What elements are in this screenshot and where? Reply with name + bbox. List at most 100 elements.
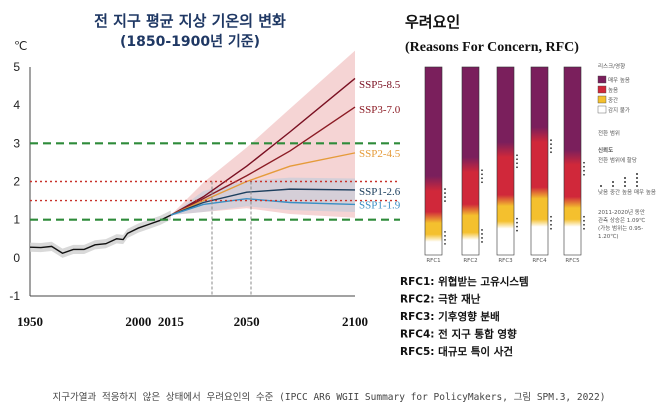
rfc-description: RFC3: 기후영향 분배 <box>400 310 500 323</box>
observation-note: 관측 상승은 1.09℃ <box>598 216 645 224</box>
legend-swatch <box>597 85 607 94</box>
confidence-dot <box>481 229 483 231</box>
reference-lines <box>30 142 400 296</box>
x-tick-label: 1950 <box>17 314 43 329</box>
rfc-bar-label: RFC3 <box>498 258 513 264</box>
confidence-dot <box>583 165 585 168</box>
confidence-level-dot <box>636 185 638 187</box>
confidence-level-dot <box>624 181 626 183</box>
confidence-dot <box>516 154 518 157</box>
confidence-dot <box>583 227 585 230</box>
rfc-description: RFC1: 위협받는 고유시스템 <box>400 275 529 288</box>
legend-title: 리스크/영향 <box>598 62 625 70</box>
historical-line <box>29 214 172 255</box>
low-ssp-uncertainty-band <box>170 177 355 216</box>
confidence-dot <box>444 196 446 198</box>
confidence-subtitle: 전환 범위에 할당 <box>598 156 637 164</box>
rfc-bar-label: RFC2 <box>463 258 477 264</box>
confidence-dot <box>444 188 446 190</box>
confidence-dot <box>550 219 552 222</box>
y-tick-label: 5 <box>13 60 20 74</box>
confidence-dot <box>516 229 518 232</box>
observation-note: (가능 범위는 0.95- <box>598 224 643 232</box>
rfc-description: RFC5: 대규모 특이 사건 <box>400 345 513 358</box>
confidence-dot <box>444 234 446 237</box>
confidence-level-dot <box>624 177 626 179</box>
confidence-level-label: 매우 높음 <box>634 188 656 196</box>
confidence-level-label: 낮음 <box>598 188 608 196</box>
rfc-bar <box>530 66 549 256</box>
confidence-title: 신뢰도 <box>598 146 613 154</box>
series-label: SSP1-1.9 <box>359 199 401 211</box>
y-tick-label: 1 <box>13 213 20 227</box>
confidence-dot <box>481 173 483 176</box>
caption: 지구가열과 적응하지 않은 상태에서 우려요인의 수준 (IPCC AR6 WG… <box>53 391 606 403</box>
confidence-dot <box>481 181 483 184</box>
rfc-bar <box>461 66 480 256</box>
series-label: SSP1-2.6 <box>359 186 401 198</box>
confidence-dot <box>444 230 446 233</box>
confidence-dot <box>444 192 446 194</box>
rfc-bar <box>424 66 443 256</box>
left-title: 전 지구 평균 지상 기온의 변화 <box>94 12 286 30</box>
x-tick-label: 2015 <box>158 314 185 329</box>
uncertainty-bands <box>30 50 355 258</box>
y-unit: ℃ <box>14 39 27 53</box>
confidence-dot <box>583 215 585 218</box>
legend-label: 중간 <box>608 96 618 104</box>
confidence-dot <box>481 237 483 239</box>
confidence-level-dot <box>636 177 638 179</box>
rfc-description: RFC2: 극한 재난 <box>400 293 481 306</box>
rfc-descriptions: RFC1: 위협받는 고유시스템 RFC2: 극한 재난 RFC3: 기후영향 분배… <box>400 275 529 358</box>
series-label: SSP2-4.5 <box>359 148 401 160</box>
rfc-bar <box>563 66 582 256</box>
y-tick-label: 0 <box>13 251 20 265</box>
observation-note: 1.20℃) <box>598 233 619 240</box>
observation-note: 2011-2020년 동안 <box>598 208 645 216</box>
confidence-level-label: 높음 <box>622 189 632 196</box>
y-tick-label: 4 <box>13 98 20 112</box>
confidence-dot <box>550 223 552 226</box>
rfc-bar-label: RFC4 <box>532 258 547 264</box>
confidence-dot <box>516 217 518 220</box>
series-label: SSP5-8.5 <box>359 79 401 91</box>
series-line <box>170 106 356 216</box>
confidence-dot <box>481 169 483 172</box>
series-line <box>170 77 356 216</box>
left-subtitle: (1850-1900년 기준) <box>120 34 260 50</box>
confidence-level-label: 중간 <box>610 188 620 196</box>
confidence-dot <box>550 151 552 154</box>
confidence-dot <box>550 139 552 142</box>
confidence-dot <box>516 158 518 161</box>
historical-band <box>30 210 171 258</box>
series-line <box>170 197 356 216</box>
y-tick-label: -1 <box>9 289 20 303</box>
confidence-dot <box>583 161 585 164</box>
y-tick-label: 2 <box>13 175 20 189</box>
confidence-dot <box>481 233 483 235</box>
confidence-dot <box>516 225 518 228</box>
right-title: 우려요인 <box>405 13 460 31</box>
confidence-level-dot <box>636 181 638 183</box>
confidence-dot <box>550 215 552 218</box>
confidence-dot <box>550 147 552 150</box>
transition-note: 전환 범위 <box>598 129 620 137</box>
confidence-dot <box>583 219 585 222</box>
rfc-bar-label: RFC1 <box>426 258 440 264</box>
legend-label: 감지 불가 <box>608 106 630 114</box>
series-label: SSP3-7.0 <box>359 104 401 116</box>
confidence-dot <box>444 200 446 202</box>
confidence-dot <box>583 223 585 226</box>
confidence-level-dot <box>624 185 626 187</box>
confidence-dot <box>444 238 446 241</box>
x-tick-label: 2100 <box>342 314 368 329</box>
confidence-dot <box>481 241 483 243</box>
confidence-dot <box>583 169 585 172</box>
confidence-level-dot <box>612 181 614 183</box>
legend-label: 매우 높음 <box>608 76 630 84</box>
confidence-dot <box>481 177 483 180</box>
rfc-description: RFC4: 전 지구 통합 영향 <box>400 328 517 341</box>
right-subtitle: (Reasons For Concern, RFC) <box>405 40 579 55</box>
